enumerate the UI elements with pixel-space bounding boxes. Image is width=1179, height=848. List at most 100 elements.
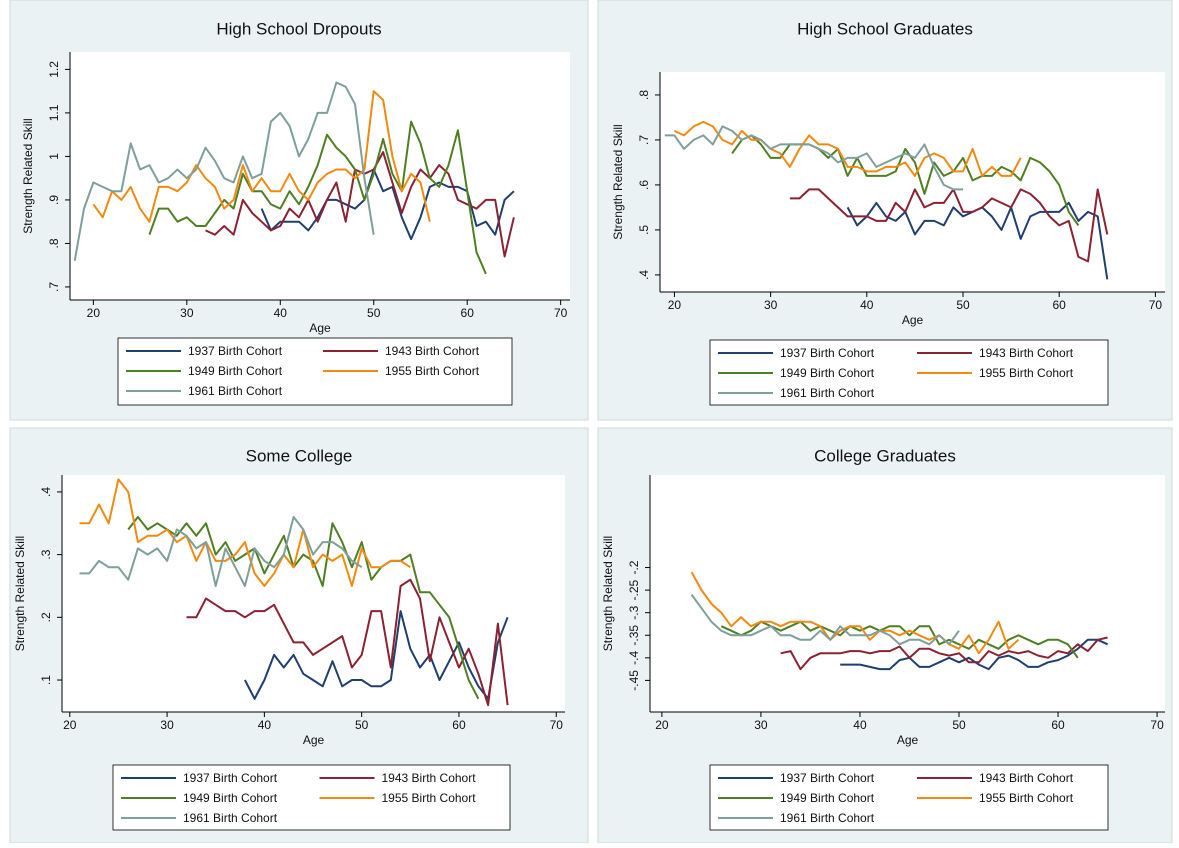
x-tick-label: 40	[860, 298, 874, 312]
legend-label: 1949 Birth Cohort	[780, 791, 875, 805]
x-tick-label: 50	[952, 718, 966, 732]
x-axis-label: Age	[902, 313, 924, 327]
x-tick-label: 70	[554, 306, 568, 320]
x-tick-label: 20	[87, 306, 101, 320]
series-line	[79, 516, 363, 587]
legend-label: 1943 Birth Cohort	[382, 771, 477, 785]
series-line	[673, 120, 1022, 177]
legend-label: 1961 Birth Cohort	[780, 811, 875, 825]
y-tick-label: .8	[637, 90, 651, 100]
series-line	[205, 151, 515, 258]
legend-label: 1943 Birth Cohort	[979, 346, 1074, 360]
x-tick-label: 70	[1149, 298, 1163, 312]
series-line	[186, 578, 509, 707]
x-tick-label: 50	[355, 718, 369, 732]
legend-box	[709, 764, 1109, 831]
legend-label: 1943 Birth Cohort	[979, 771, 1074, 785]
x-tick-label: 30	[180, 306, 194, 320]
series-line	[260, 168, 515, 241]
x-tick-label: 60	[452, 718, 466, 732]
x-tick-label: 70	[550, 718, 564, 732]
x-tick-label: 20	[668, 298, 682, 312]
y-tick-label: -.4	[627, 651, 641, 665]
legend-label: 1961 Birth Cohort	[183, 811, 278, 825]
series-line	[148, 120, 487, 275]
y-tick-label: 1	[47, 153, 61, 160]
legend-label: 1955 Birth Cohort	[382, 791, 477, 805]
y-axis-label: Strength Related Skill	[21, 118, 35, 233]
y-tick-label: .5	[637, 225, 651, 235]
legend-label: 1949 Birth Cohort	[183, 791, 278, 805]
series-line	[244, 610, 509, 700]
chart-title: High School Graduates	[797, 19, 973, 38]
chart-title: Some College	[246, 446, 353, 465]
y-tick-label: .4	[637, 270, 651, 280]
legend-label: 1955 Birth Cohort	[979, 366, 1074, 380]
y-tick-label: .8	[47, 238, 61, 248]
plot-area	[62, 475, 565, 712]
y-tick-label: -.35	[627, 625, 641, 646]
legend-label: 1949 Birth Cohort	[188, 364, 283, 378]
legend-label: 1955 Birth Cohort	[385, 364, 480, 378]
series-line	[789, 188, 1109, 263]
series-line	[690, 571, 1020, 655]
y-tick-label: .6	[637, 180, 651, 190]
y-tick-label: .7	[47, 282, 61, 292]
x-axis-label: Age	[897, 733, 919, 747]
x-tick-label: 50	[956, 298, 970, 312]
legend-label: 1937 Birth Cohort	[780, 771, 875, 785]
chart-title: High School Dropouts	[216, 19, 381, 38]
x-tick-label: 20	[63, 718, 77, 732]
x-tick-label: 60	[461, 306, 475, 320]
x-tick-label: 70	[1150, 718, 1164, 732]
legend-box	[117, 337, 513, 406]
y-axis-label: Strength Related Skill	[13, 536, 27, 651]
y-tick-label: .1	[39, 675, 53, 685]
x-tick-label: 30	[754, 718, 768, 732]
legend-label: 1937 Birth Cohort	[780, 346, 875, 360]
plot-area	[660, 72, 1165, 292]
y-tick-label: -.2	[627, 560, 641, 574]
series-line	[690, 594, 960, 646]
plot-area	[70, 52, 570, 300]
y-axis-label: Strength Related Skill	[611, 124, 625, 239]
y-tick-label: -.25	[627, 579, 641, 600]
series-line	[127, 516, 480, 700]
y-tick-label: .7	[637, 135, 651, 145]
legend-label: 1961 Birth Cohort	[188, 384, 283, 398]
series-line	[92, 90, 431, 223]
chart-title: College Graduates	[814, 446, 956, 465]
legend-box	[709, 339, 1109, 406]
x-tick-label: 40	[274, 306, 288, 320]
legend-label: 1943 Birth Cohort	[385, 344, 480, 358]
x-tick-label: 40	[853, 718, 867, 732]
series-line	[840, 638, 1109, 671]
x-tick-label: 60	[1053, 298, 1067, 312]
y-tick-label: .2	[39, 612, 53, 622]
y-tick-label: .3	[39, 549, 53, 559]
legend-label: 1955 Birth Cohort	[979, 791, 1074, 805]
y-tick-label: 1.1	[47, 104, 61, 121]
y-tick-label: .9	[47, 195, 61, 205]
x-tick-label: 30	[160, 718, 174, 732]
legend-label: 1937 Birth Cohort	[183, 771, 278, 785]
plot-area	[650, 475, 1165, 712]
x-tick-label: 60	[1051, 718, 1065, 732]
legend-label: 1949 Birth Cohort	[780, 366, 875, 380]
series-line	[664, 125, 963, 191]
x-axis-label: Age	[309, 321, 331, 335]
series-line	[79, 478, 411, 587]
legend-label: 1961 Birth Cohort	[780, 386, 875, 400]
x-tick-label: 40	[258, 718, 272, 732]
series-line	[720, 620, 1079, 659]
x-tick-label: 50	[367, 306, 381, 320]
y-tick-label: 1.2	[47, 61, 61, 78]
legend-label: 1937 Birth Cohort	[188, 344, 283, 358]
x-tick-label: 30	[764, 298, 778, 312]
y-axis-label: Strength Related Skill	[601, 536, 615, 651]
legend-box	[112, 764, 511, 831]
y-tick-label: -.3	[627, 605, 641, 619]
y-tick-label: -.45	[627, 670, 641, 691]
